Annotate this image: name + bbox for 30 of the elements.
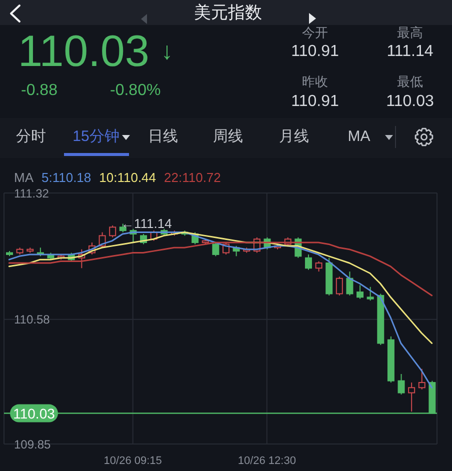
x-tick-label: 10/26 09:15 — [104, 454, 162, 467]
text: 美元指数 — [194, 3, 262, 22]
text: 昨收 — [302, 74, 328, 90]
ref-line-label: 110.03 — [13, 405, 56, 422]
text: 22:110.72 — [164, 170, 221, 186]
text: 110.91 — [291, 92, 339, 112]
text: -0.80% — [110, 81, 161, 100]
y-tick-label: 111.32 — [14, 186, 50, 200]
text: 5:110.18 — [42, 170, 92, 186]
text: 10:110.44 — [99, 170, 156, 186]
text: 日线 — [148, 128, 178, 146]
y-tick-label: 110.58 — [14, 312, 50, 327]
text: 最低 — [397, 74, 423, 90]
text: 分时 — [16, 128, 46, 146]
text: 111.14 — [386, 42, 434, 62]
text: 周线 — [213, 128, 243, 146]
text: 今开 — [302, 25, 328, 42]
text: 110.03 — [18, 26, 150, 78]
y-tick-label: 109.85 — [14, 437, 52, 452]
text: ↓ — [161, 36, 173, 66]
text: -0.88 — [21, 81, 58, 100]
x-tick-label: 10/26 12:30 — [238, 454, 296, 467]
text: 15分钟 — [72, 128, 120, 146]
text: 月线 — [279, 128, 309, 146]
text: 最高 — [397, 25, 423, 42]
legend-title: MA — [14, 170, 34, 186]
text: 110.03 — [386, 92, 434, 112]
text: MA — [348, 128, 370, 146]
annotation: ←111.14 — [121, 216, 172, 232]
text: 110.91 — [291, 42, 339, 62]
